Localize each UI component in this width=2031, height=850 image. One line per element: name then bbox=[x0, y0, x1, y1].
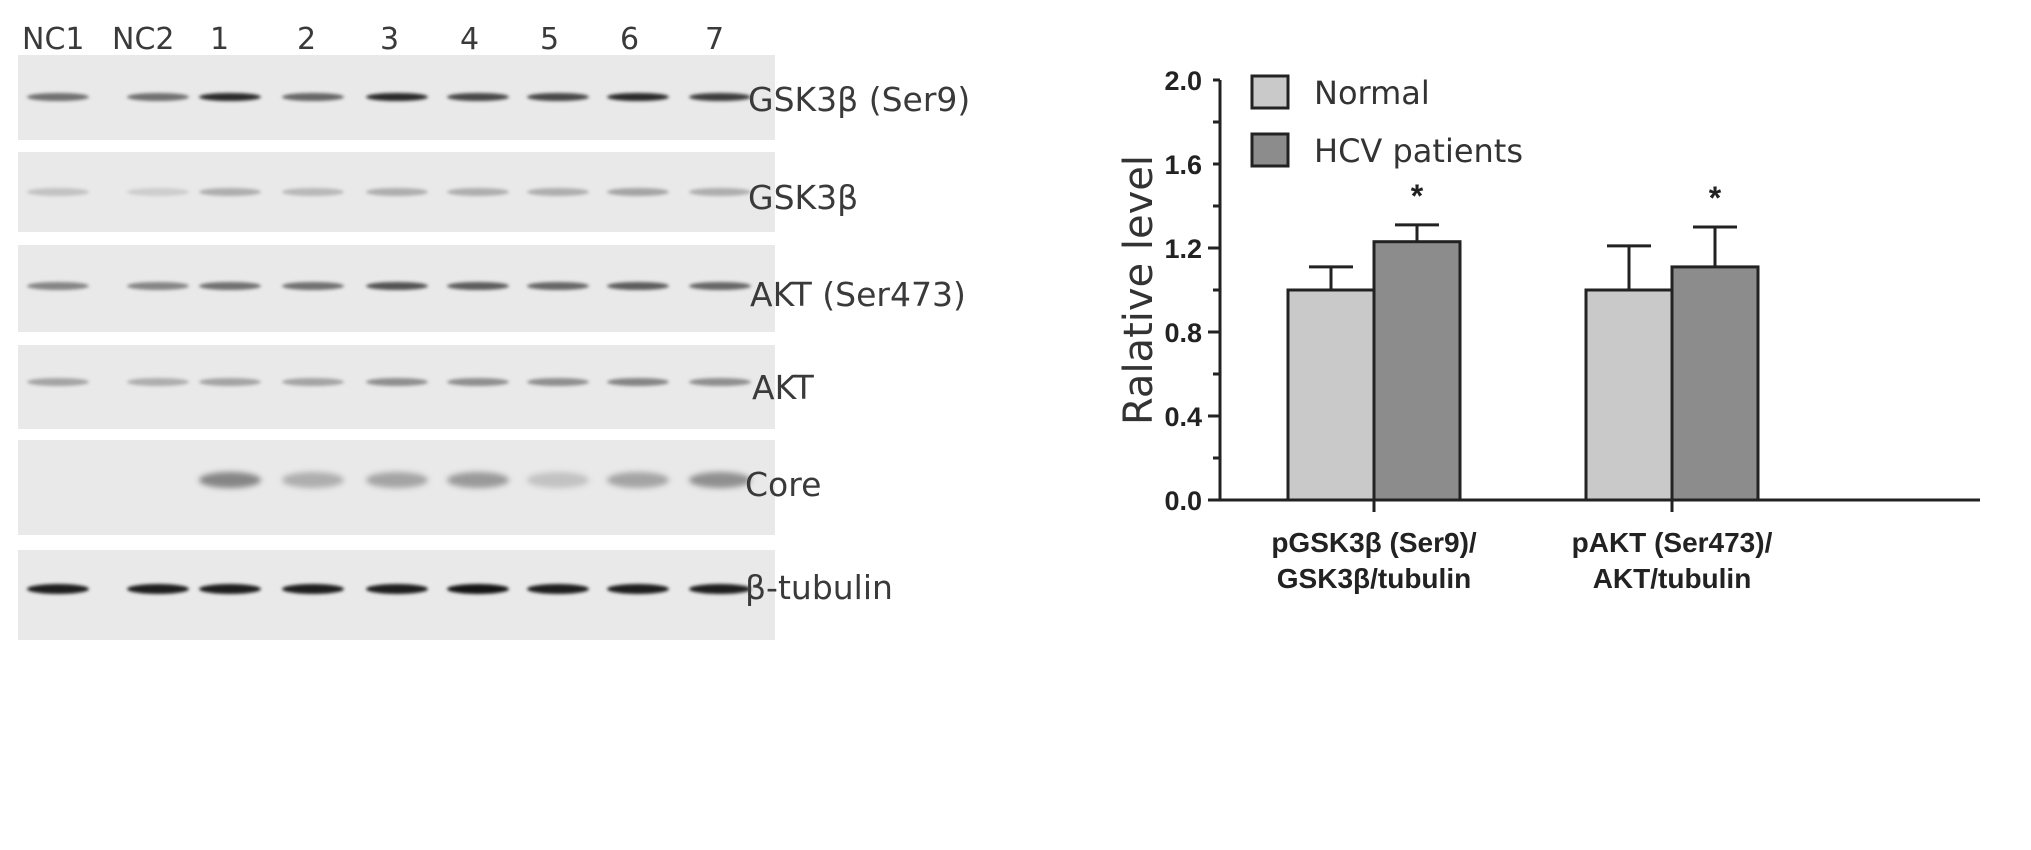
bar bbox=[1286, 288, 1376, 502]
lane-label: 5 bbox=[540, 22, 560, 57]
lane-label: 7 bbox=[705, 22, 725, 57]
blot-band bbox=[607, 93, 669, 101]
blot-band bbox=[607, 584, 669, 594]
blot-band bbox=[447, 472, 509, 488]
x-tick-label: pAKT (Ser473)/ bbox=[1572, 527, 1773, 558]
blot-band bbox=[689, 282, 751, 290]
blot-band bbox=[447, 282, 509, 290]
blot-band bbox=[199, 282, 261, 290]
blot-band bbox=[527, 584, 589, 594]
blot-band bbox=[282, 472, 344, 488]
blot-band bbox=[27, 282, 89, 290]
lane-label: NC2 bbox=[112, 22, 175, 57]
lane-label: 4 bbox=[460, 22, 480, 57]
protein-label: GSK3β bbox=[748, 178, 859, 217]
blot-band bbox=[366, 188, 428, 196]
x-tick-label: AKT/tubulin bbox=[1593, 563, 1752, 594]
y-tick-label: 0.4 bbox=[1164, 402, 1202, 432]
legend-label: Normal bbox=[1314, 74, 1430, 112]
bar-chart: 0.0 0.4 0.8 1.2 1.6 2.0 Ralative level * * pGSK3β… bbox=[1080, 0, 2031, 850]
blot-band bbox=[447, 378, 509, 386]
lane-label: 2 bbox=[297, 22, 317, 57]
protein-label: β-tubulin bbox=[745, 568, 893, 607]
blot-band bbox=[27, 93, 89, 101]
blot-band bbox=[689, 584, 751, 594]
blot-band bbox=[282, 378, 344, 386]
blot-panel bbox=[18, 55, 775, 140]
blot-panel bbox=[18, 345, 775, 429]
blot-band bbox=[127, 282, 189, 290]
protein-label: GSK3β (Ser9) bbox=[748, 80, 971, 119]
blot-band bbox=[199, 188, 261, 196]
blot-panel bbox=[18, 550, 775, 640]
blot-panel bbox=[18, 152, 775, 232]
protein-label: Core bbox=[745, 465, 822, 504]
blot-band bbox=[199, 93, 261, 101]
y-axis-label: Ralative level bbox=[1116, 155, 1162, 425]
blot-band bbox=[527, 378, 589, 386]
blot-band bbox=[199, 584, 261, 594]
bar bbox=[1372, 240, 1462, 502]
blot-band bbox=[127, 188, 189, 196]
western-blot-figure: NC1 NC2 1 2 3 4 5 6 7 GSK3β (Ser9) GSK3β AKT (Ser47… bbox=[18, 22, 971, 640]
lane-label: 6 bbox=[620, 22, 640, 57]
blot-band bbox=[366, 584, 428, 594]
bar-chart-svg: 0.0 0.4 0.8 1.2 1.6 2.0 Ralative level * * pGSK3β… bbox=[1116, 66, 1980, 594]
blot-panel bbox=[18, 245, 775, 332]
blot-band bbox=[127, 378, 189, 386]
blot-band bbox=[366, 472, 428, 488]
blot-band bbox=[366, 282, 428, 290]
legend-label: HCV patients bbox=[1314, 132, 1523, 170]
blot-band bbox=[366, 93, 428, 101]
x-tick-label: GSK3β/tubulin bbox=[1277, 563, 1471, 594]
significance-marker: * bbox=[1709, 180, 1722, 216]
blot-band bbox=[199, 472, 261, 488]
blot-band bbox=[527, 472, 589, 488]
blot-band bbox=[607, 472, 669, 488]
blot-band bbox=[527, 93, 589, 101]
blot-band bbox=[127, 93, 189, 101]
legend-swatch bbox=[1250, 132, 1290, 168]
blot-band bbox=[607, 188, 669, 196]
blot-band bbox=[689, 93, 751, 101]
y-tick-label: 0.0 bbox=[1164, 486, 1202, 516]
legend-swatch bbox=[1250, 74, 1290, 110]
blot-band bbox=[689, 188, 751, 196]
x-tick-label: pGSK3β (Ser9)/ bbox=[1271, 527, 1477, 558]
protein-label: AKT (Ser473) bbox=[750, 275, 966, 314]
blot-band bbox=[282, 584, 344, 594]
blot-band bbox=[689, 472, 751, 488]
blot-band bbox=[27, 378, 89, 386]
bar bbox=[1584, 288, 1674, 502]
y-tick-label: 2.0 bbox=[1164, 66, 1202, 96]
blot-band bbox=[607, 378, 669, 386]
protein-label: AKT bbox=[752, 368, 814, 407]
blot-band bbox=[282, 188, 344, 196]
bar bbox=[1670, 265, 1760, 502]
y-tick-label: 0.8 bbox=[1164, 318, 1202, 348]
blot-band bbox=[447, 584, 509, 594]
blot-band bbox=[447, 188, 509, 196]
blot-panel bbox=[18, 440, 775, 535]
significance-marker: * bbox=[1411, 178, 1424, 214]
blot-band bbox=[27, 584, 89, 594]
lane-label: 3 bbox=[380, 22, 400, 57]
blot-band bbox=[366, 378, 428, 386]
y-tick-label: 1.6 bbox=[1164, 150, 1202, 180]
blot-band bbox=[127, 584, 189, 594]
blot-band bbox=[527, 282, 589, 290]
blot-band bbox=[282, 93, 344, 101]
blot-band bbox=[199, 378, 261, 386]
blot-band bbox=[689, 378, 751, 386]
blot-band bbox=[447, 93, 509, 101]
blot-band bbox=[27, 188, 89, 196]
blot-band bbox=[282, 282, 344, 290]
blot-band bbox=[527, 188, 589, 196]
lane-label: 1 bbox=[210, 22, 230, 57]
y-tick-label: 1.2 bbox=[1164, 234, 1202, 264]
lane-label: NC1 bbox=[22, 22, 85, 57]
blot-band bbox=[607, 282, 669, 290]
